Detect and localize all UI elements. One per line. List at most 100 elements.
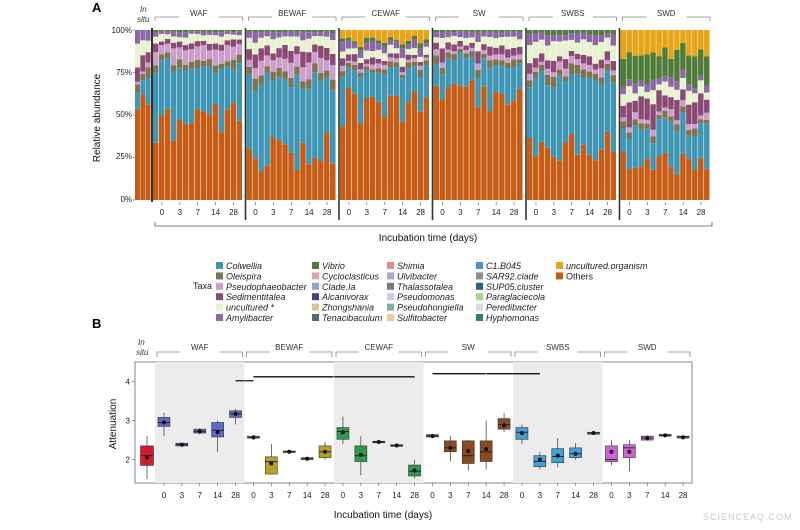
panel-b-group-label-swbs: SWBS bbox=[546, 343, 570, 352]
panel-a-group-label-bg-cewaf bbox=[365, 7, 406, 19]
bar-cewaf-d3-r1-seg-others bbox=[363, 98, 370, 200]
bar-swd-d7-r2-seg-amylibacter bbox=[668, 77, 674, 87]
panel-b-day-label-swbs-0: 0 bbox=[520, 491, 525, 500]
bar-waf-d14-r0-seg-oleispira bbox=[206, 59, 213, 67]
bar-bewaf-d28-r1-seg-uncultured bbox=[324, 36, 330, 49]
bar-sw-d0-r0-seg-vibrio bbox=[433, 30, 439, 33]
bar-swbs-d7-r0-seg-vibrio bbox=[562, 30, 569, 36]
bar-sw-d0-r2-seg-amylibacter bbox=[445, 31, 451, 38]
bar-swd-d3-r0-seg-others bbox=[638, 166, 644, 200]
bar-cewaf-d3-r1-seg-vibrio bbox=[363, 37, 370, 43]
bar-swd-d7-r0-seg-pseudophaeobacter bbox=[656, 111, 662, 115]
bar-sw-d14-r1-seg-uncultured bbox=[493, 38, 499, 48]
bar-swbs-d3-r0-seg-vibrio bbox=[544, 30, 551, 36]
bar-sw-d14-r2-seg-amylibacter bbox=[499, 32, 505, 38]
panel-b-group-label-bg-bewaf bbox=[269, 341, 310, 354]
bar-swbs-d28-r2-seg-colwellia bbox=[610, 82, 616, 152]
bar-bewaf-d3-r2-seg-amylibacter bbox=[276, 32, 282, 38]
panel-b-insitu-line1: In bbox=[138, 338, 145, 347]
bar-swbs-d14-r1-seg-pseudophaeobacter bbox=[586, 64, 593, 72]
bar-waf-d0-r2-seg-uncultured bbox=[164, 34, 171, 39]
panel-a-day-label-waf-14: 14 bbox=[211, 208, 220, 217]
bar-bewaf-d3-r1-seg-others bbox=[270, 137, 276, 200]
bar-insitu-2-seg-colwellia bbox=[145, 77, 151, 105]
legend-swatch-12 bbox=[387, 262, 394, 269]
bar-waf-d28-r2-seg-others bbox=[236, 120, 242, 200]
bar-swd-d14-r0-seg-unculturedorganism bbox=[674, 30, 680, 50]
bar-waf-d14-r1-seg-sedimentitalea bbox=[212, 43, 219, 50]
bar-waf-d28-r0-seg-uncultured bbox=[224, 34, 231, 41]
bar-swbs-d0-r2-seg-oleispira bbox=[538, 64, 545, 71]
bar-sw-d0-r1-seg-sedimentitalea bbox=[439, 48, 445, 63]
bar-cewaf-d0-r2-seg-pseudophaeobacter bbox=[351, 61, 358, 65]
bar-sw-d14-r0-seg-oleispira bbox=[487, 60, 493, 69]
bar-sw-d3-r1-seg-others bbox=[457, 86, 463, 200]
bar-swd-d7-r0-seg-oleispira bbox=[656, 114, 662, 120]
bar-sw-d14-r0-seg-pseudophaeobacter bbox=[487, 55, 493, 61]
bar-sw-d14-r1-seg-pseudophaeobacter bbox=[493, 54, 499, 60]
bar-cewaf-d0-r2-seg-uncultured bbox=[351, 48, 358, 55]
bar-swbs-d14-r0-seg-amylibacter bbox=[580, 32, 587, 40]
bar-swd-d0-r0-seg-sedimentitalea bbox=[620, 105, 626, 118]
bar-cewaf-d7-r2-seg-oleispira bbox=[387, 61, 394, 68]
bar-swbs-d0-r0-seg-oleispira bbox=[527, 80, 533, 88]
bar-waf-d7-r0-seg-vibrio bbox=[188, 30, 195, 32]
bar-swbs-d7-r1-seg-sedimentitalea bbox=[568, 50, 575, 56]
bar-waf-d0-r1-seg-colwellia bbox=[158, 60, 165, 116]
bar-sw-d28-r1-seg-pseudophaeobacter bbox=[511, 55, 517, 60]
bar-waf-d0-r0-seg-pseudophaeobacter bbox=[153, 52, 159, 66]
bar-waf-d28-r1-seg-vibrio bbox=[230, 30, 237, 33]
bar-bewaf-d14-r0-seg-sedimentitalea bbox=[300, 51, 306, 68]
bar-bewaf-d7-r1-seg-uncultured bbox=[288, 36, 294, 51]
bar-waf-d3-r0-seg-others bbox=[170, 140, 177, 200]
significance-marker-2 bbox=[485, 372, 488, 375]
bar-sw-d28-r2-seg-others bbox=[517, 88, 523, 200]
bar-waf-d28-r1-seg-colwellia bbox=[230, 69, 237, 103]
bar-cewaf-d3-r2-seg-uncultured bbox=[369, 51, 376, 58]
bar-swbs-d0-r1-seg-amylibacter bbox=[532, 33, 539, 42]
panel-b-group-label-swd: SWD bbox=[638, 343, 657, 352]
legend-label-1: Oleispira bbox=[226, 271, 262, 281]
bar-swbs-d14-r2-seg-pseudophaeobacter bbox=[592, 69, 599, 74]
bar-bewaf-d3-r0-seg-pseudophaeobacter bbox=[264, 55, 270, 67]
bar-sw-d7-r0-seg-others bbox=[469, 80, 475, 200]
bar-cewaf-d3-r0-seg-unculturedorganism bbox=[357, 30, 364, 47]
bar-swd-d28-r0-seg-oleispira bbox=[692, 128, 698, 137]
bar-waf-d28-r2-seg-pseudophaeobacter bbox=[236, 43, 242, 55]
bar-cewaf-d3-r0-seg-colwellia bbox=[357, 77, 364, 124]
bar-swbs-d0-r2-seg-others bbox=[538, 141, 545, 200]
bar-sw-d3-r0-seg-pseudophaeobacter bbox=[451, 51, 457, 54]
bar-bewaf-d14-r1-seg-uncultured bbox=[306, 38, 312, 53]
panel-b-day-label-waf-7: 7 bbox=[198, 491, 203, 500]
bar-sw-d0-r2-seg-pseudophaeobacter bbox=[445, 49, 451, 53]
box-sw-d0-mean-point bbox=[430, 434, 435, 439]
panel-b-day-label-sw-7: 7 bbox=[466, 491, 471, 500]
panel-a-day-label-swd-28: 28 bbox=[697, 208, 706, 217]
panel-b-plot: 2 3 4 0 3 7 14 28 0 3 7 14 28 0 3 7 14 28 0 3 7 14 28 0 3 7 14 28 0 3… bbox=[126, 361, 693, 500]
bar-swd-d14-r0-seg-vibrio bbox=[674, 49, 680, 81]
bar-bewaf-d14-r2-seg-others bbox=[312, 157, 318, 200]
bar-bewaf-d3-r0-seg-colwellia bbox=[264, 72, 270, 166]
bar-cewaf-d14-r1-seg-uncultured bbox=[399, 58, 406, 67]
panel-a-day-label-cewaf-28: 28 bbox=[416, 208, 425, 217]
bar-swd-d7-r0-seg-uncultured bbox=[656, 84, 662, 91]
legend-label-3: Sedimentitalea bbox=[226, 292, 286, 302]
bar-bewaf-d3-r0-seg-sedimentitalea bbox=[264, 45, 270, 56]
bar-cewaf-d14-r2-seg-sedimentitalea bbox=[405, 54, 412, 60]
bar-swbs-d0-r0-seg-colwellia bbox=[527, 87, 533, 138]
bar-cewaf-d14-r1-seg-sedimentitalea bbox=[399, 66, 406, 73]
bar-bewaf-d28-r1-seg-oleispira bbox=[324, 70, 330, 78]
box-waf-d7-mean-point bbox=[197, 429, 202, 434]
bar-sw-d7-r2-seg-vibrio bbox=[481, 30, 487, 32]
bar-swd-d14-r0-seg-amylibacter bbox=[674, 80, 680, 90]
bar-swbs-d28-r0-seg-vibrio bbox=[598, 30, 605, 36]
bar-bewaf-d3-r1-seg-sedimentitalea bbox=[270, 53, 276, 61]
panel-b-day-label-swd-3: 3 bbox=[627, 491, 632, 500]
bar-waf-d3-r0-seg-amylibacter bbox=[170, 31, 177, 37]
legend-swatch-11 bbox=[312, 314, 319, 321]
bar-waf-d3-r0-seg-pseudophaeobacter bbox=[170, 48, 177, 66]
bar-swd-d7-r1-seg-sedimentitalea bbox=[662, 95, 668, 108]
panel-a-group-label-bg-bewaf bbox=[272, 7, 313, 19]
bar-swd-d7-r1-seg-pseudophaeobacter bbox=[662, 107, 668, 111]
bar-cewaf-d0-r0-seg-amylibacter bbox=[340, 41, 346, 52]
